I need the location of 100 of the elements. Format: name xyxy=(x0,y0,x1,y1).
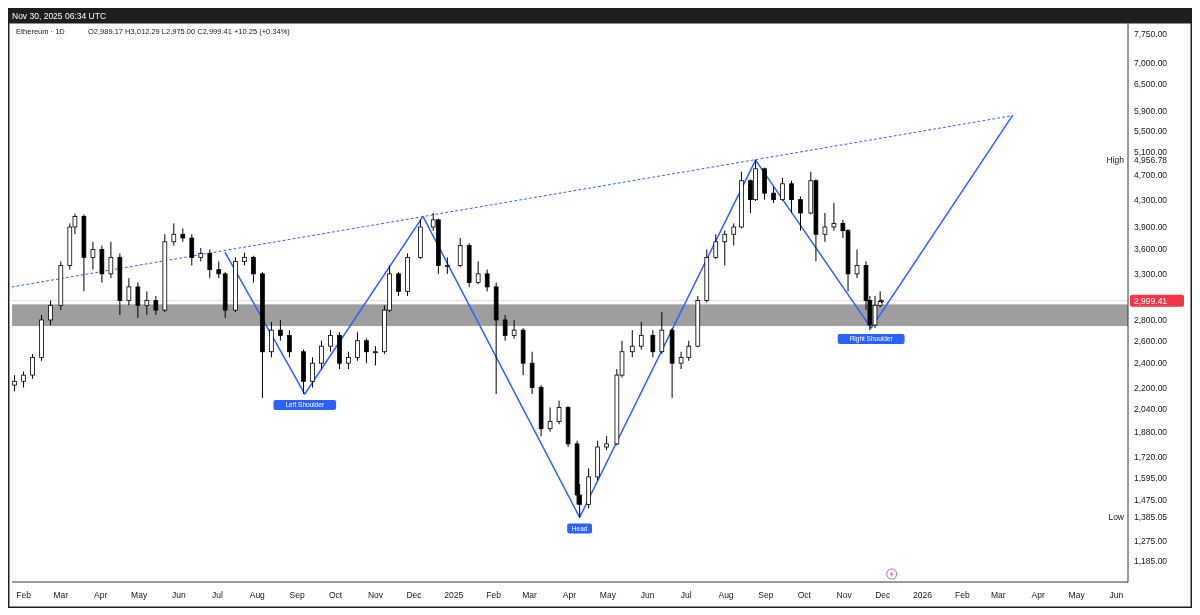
candlestick xyxy=(650,329,656,358)
y-tick-label: 1,595.00 xyxy=(1134,472,1168,483)
y-tick-label: 5,100.00 xyxy=(1134,146,1168,157)
x-tick-label: Sep xyxy=(289,590,305,600)
candlestick xyxy=(126,277,132,306)
candlestick xyxy=(556,400,562,425)
x-tick-label: Feb xyxy=(16,590,32,600)
x-tick-label: Apr xyxy=(94,590,108,600)
candlestick xyxy=(144,290,150,316)
y-tick-label: 5,900.00 xyxy=(1134,105,1168,116)
x-tick-label: Jul xyxy=(212,590,224,600)
candlestick xyxy=(269,321,274,358)
x-tick-label: Apr xyxy=(1031,590,1045,600)
x-tick-label: May xyxy=(131,590,148,600)
x-tick-label: Jun xyxy=(640,590,655,600)
candlestick xyxy=(189,233,195,266)
y-tick-label: 7,000.00 xyxy=(1134,57,1168,68)
annotation: Low xyxy=(1108,512,1125,523)
candlestick xyxy=(48,300,53,326)
y-tick-label: 2,040.00 xyxy=(1134,403,1168,414)
candlestick xyxy=(364,338,369,364)
x-tick-label: Feb xyxy=(486,590,502,600)
candlestick xyxy=(251,255,256,283)
candlestick xyxy=(731,222,737,247)
x-tick-label: Dec xyxy=(406,590,423,600)
y-tick-label: 4,700.00 xyxy=(1134,169,1168,180)
candlestick xyxy=(30,353,35,380)
candlestick xyxy=(686,340,692,362)
x-tick-label: Aug xyxy=(249,590,266,600)
y-tick-label: 4,300.00 xyxy=(1134,194,1168,205)
x-tick-label: Oct xyxy=(329,590,343,600)
x-tick-label: Mar xyxy=(522,590,538,600)
x-tick-label: Aug xyxy=(718,590,734,600)
x-tick-label: Nov xyxy=(836,590,853,600)
y-tick-label: 1,475.00 xyxy=(1134,494,1168,505)
candlestick xyxy=(153,295,159,316)
candlestick xyxy=(319,340,324,370)
y-tick-label: 2,600.00 xyxy=(1134,335,1168,346)
x-tick-label: 2025 xyxy=(444,590,464,600)
candlestick xyxy=(722,230,728,266)
y-tick-label: 7,750.00 xyxy=(1134,29,1168,40)
annotation: High xyxy=(1106,154,1125,165)
candlestick xyxy=(638,321,644,350)
candlestick xyxy=(798,195,803,232)
x-tick-label: Jul xyxy=(680,590,692,600)
x-tick-label: Apr xyxy=(562,590,577,600)
candlestick xyxy=(373,345,378,367)
x-tick-label: Dec xyxy=(875,590,892,600)
x-tick-label: Jun xyxy=(172,590,187,600)
candlestick xyxy=(171,222,177,247)
y-tick-label: 1,385.05 xyxy=(1134,512,1168,523)
y-tick-label: 2,800.00 xyxy=(1134,314,1168,325)
y-tick-label: 1,720.00 xyxy=(1134,451,1168,462)
x-tick-label: Feb xyxy=(955,590,970,600)
y-tick-label: 4,956.78 xyxy=(1134,154,1168,165)
x-tick-label: May xyxy=(1068,590,1086,600)
x-tick-label: Jun xyxy=(1109,590,1124,600)
candlestick xyxy=(822,212,828,243)
candlestick xyxy=(355,331,360,362)
candlestick xyxy=(135,281,141,319)
x-tick-label: 2026 xyxy=(913,590,933,600)
y-tick-label: 2,200.00 xyxy=(1134,382,1168,393)
candlestick xyxy=(831,202,837,232)
candlestick xyxy=(511,319,517,340)
candlestick xyxy=(789,180,794,214)
y-tick-label: 3,600.00 xyxy=(1134,244,1168,255)
candlestick xyxy=(547,406,553,433)
candlestick xyxy=(484,269,490,292)
x-tick-label: Sep xyxy=(758,590,774,600)
x-tick-label: Mar xyxy=(990,590,1006,600)
candlestick xyxy=(310,356,315,389)
candlestick xyxy=(780,177,785,202)
y-tick-label: 6,500.00 xyxy=(1134,78,1168,89)
candlestick xyxy=(278,319,283,342)
y-tick-label: 3,300.00 xyxy=(1134,268,1168,279)
x-tick-label: Nov xyxy=(367,590,384,600)
candlestick xyxy=(678,351,684,370)
y-tick-label: 1,275.00 xyxy=(1134,535,1168,546)
y-tick-label: 1,880.00 xyxy=(1134,426,1168,437)
candlestick xyxy=(659,311,665,355)
y-tick-label: 3,900.00 xyxy=(1134,221,1168,232)
x-tick-label: Mar xyxy=(53,590,69,600)
y-tick-label: 2,400.00 xyxy=(1134,358,1168,369)
candlestick xyxy=(854,248,860,279)
candlestick xyxy=(328,329,333,353)
candlestick xyxy=(629,329,635,358)
y-tick-label: 1,185.00 xyxy=(1134,556,1168,567)
ref-line-label: 2,999.41 xyxy=(1134,295,1168,306)
candlestick xyxy=(90,241,96,271)
x-tick-label: May xyxy=(599,590,617,600)
candlestick xyxy=(457,237,463,268)
candlestick xyxy=(207,248,213,279)
chart-subtitle: Nov 30, 2025 06:34 UTC xyxy=(12,10,107,21)
candlestick xyxy=(475,260,481,285)
x-tick-label: Oct xyxy=(797,590,812,600)
candlestick xyxy=(713,233,719,260)
candlestick xyxy=(287,329,292,358)
candlestick xyxy=(396,271,401,297)
candlestick xyxy=(108,241,114,279)
y-tick-label: 5,500.00 xyxy=(1134,125,1168,136)
